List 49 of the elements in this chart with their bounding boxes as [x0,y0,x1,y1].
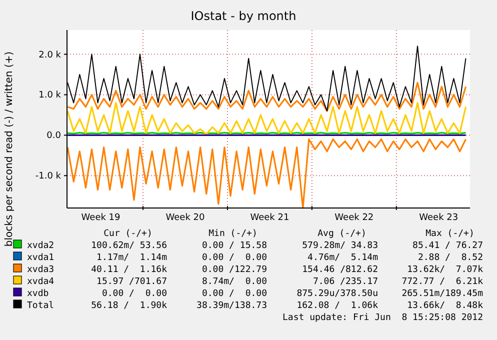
legend-label: Total [27,301,54,311]
text: 265.51m/189.45m [402,289,483,299]
text: Last update: Fri Jun 8 15:25:08 2012 [282,313,483,323]
text: 154.46 /812.62 [302,265,378,275]
text: 0.00 / 0.00 [202,289,267,299]
chart-title: IOstat - by month [190,9,296,23]
text: 100.62m/ 53.56 [91,241,167,251]
text: Avg (-/+) [318,229,366,239]
text: Min (-/+) [208,229,258,239]
text: Cur (-/+) [104,229,152,239]
y-tick-label: 1.0 k [38,90,62,101]
text: 875.29u/378.50u [296,289,378,299]
y-tick-label: -1.0 k [35,172,62,182]
text: 2.88 / 8.52 [418,253,483,263]
text: 15.97 /701.67 [96,277,167,287]
text: 8.74m/ 0.00 [202,277,267,287]
text: 772.77 / 6.21k [402,277,484,287]
legend-label: xvdb [27,289,49,299]
text: 56.18 / 1.90k [91,301,168,311]
text: 40.11 / 1.16k [91,265,168,275]
text: 0.00 /122.79 [202,265,267,275]
x-tick-label: Week 19 [81,213,121,223]
x-tick-label: Week 21 [250,213,290,223]
text: 0.00 / 0.00 [102,289,167,299]
line-series [66,82,467,112]
line-series [66,138,467,209]
y-tick-label: 2.0 k [38,50,62,60]
text: 13.66k/ 8.48k [407,301,484,311]
line-series [66,102,467,136]
text: 85.41 / 76.27 [412,241,483,251]
text: 38.39m/138.73 [196,301,267,311]
legend-label: xvda2 [27,241,54,251]
text: 1.17m/ 1.14m [96,253,167,263]
legend-label: xvda3 [27,265,54,275]
y-tick-label: 0.0 [46,131,62,142]
x-tick-label: Week 20 [166,213,205,223]
text: 0.00 / 15.58 [202,241,267,251]
x-tick-label: Week 22 [334,213,374,223]
text: 0.00 / 0.00 [202,253,267,263]
text: 7.06 /235.17 [312,277,378,287]
text: 579.28m/ 34.83 [302,241,378,251]
x-tick-label: Week 23 [419,213,458,223]
text: 162.08 / 1.06k [296,301,379,311]
legend-label: xvda1 [27,253,54,263]
y-axis-title: blocks per second read (-) / written (+) [4,51,15,247]
text: 13.62k/ 7.07k [407,265,484,275]
legend-label: xvda4 [27,277,54,287]
text: 4.76m/ 5.14m [308,253,378,263]
text: Max (-/+) [426,229,474,239]
